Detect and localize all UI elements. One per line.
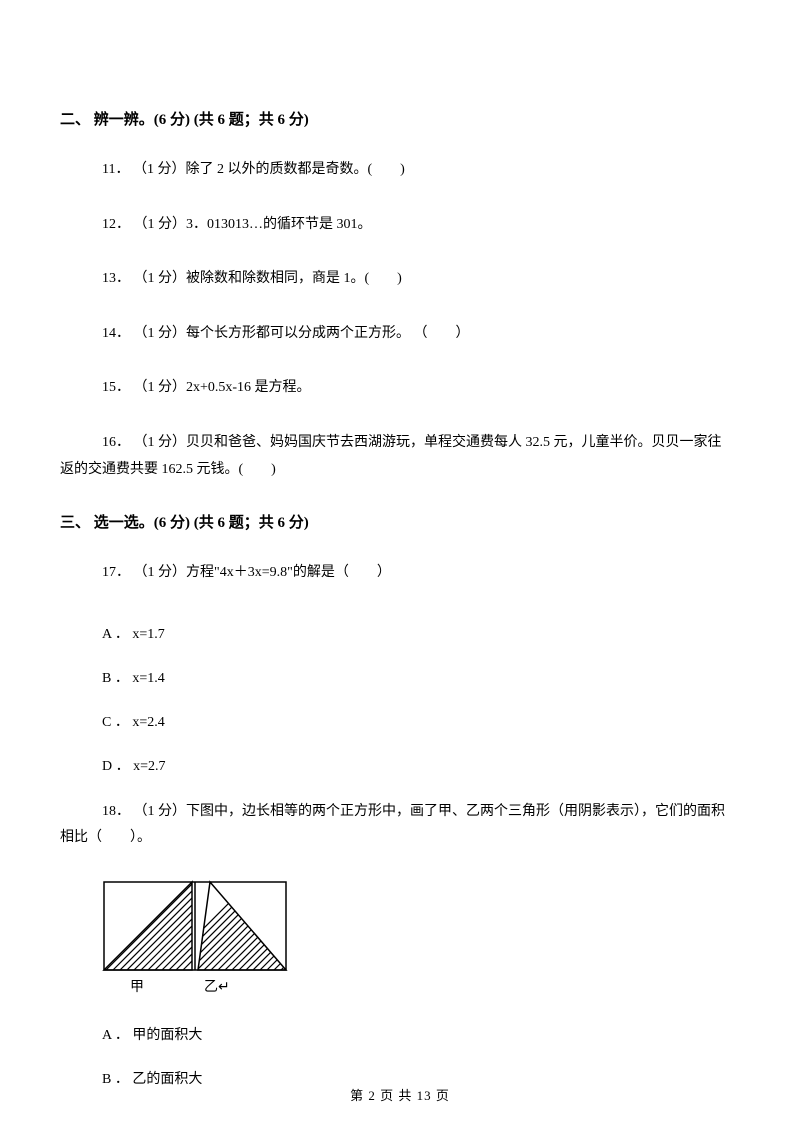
opt-label: A ． <box>102 1028 129 1043</box>
q18-figure: 甲 乙↵ <box>102 880 740 996</box>
section-3-title: 三、 选一选。(6 分) (共 6 题；共 6 分) <box>60 511 740 532</box>
q16-text-l1: 贝贝和爸爸、妈妈国庆节去西湖游玩，单程交通费每人 32.5 元，儿童半价。贝贝一… <box>186 435 722 450</box>
q18-text-l1: 下图中，边长相等的两个正方形中，画了甲、乙两个三角形（用阴影表示），它们的面积 <box>186 804 725 819</box>
opt-value: x=2.4 <box>132 715 164 730</box>
q15-text: 2x+0.5x-16 是方程。 <box>186 380 311 395</box>
figure-label-right: 乙↵ <box>204 976 230 996</box>
q18-num: 18 <box>102 804 116 819</box>
section-2-title: 二、 辨一辨。(6 分) (共 6 题；共 6 分) <box>60 108 740 129</box>
opt-label: B ． <box>102 671 129 686</box>
footer-total: 13 <box>417 1088 432 1103</box>
q14-text: 每个长方形都可以分成两个正方形。 （ ） <box>186 326 470 341</box>
q14-points: （1 分） <box>134 326 187 341</box>
q15-points: （1 分） <box>134 380 187 395</box>
figure-label-left: 甲 <box>130 976 144 996</box>
q11-points: （1 分） <box>133 162 186 177</box>
q16-text-l2: 返的交通费共要 162.5 元钱。( ) <box>60 457 740 484</box>
q17-option-d: D ． x=2.7 <box>60 755 740 775</box>
q13-num: 13 <box>102 271 116 286</box>
footer-mid: 页 共 <box>380 1088 412 1103</box>
q11-text: 除了 2 以外的质数都是奇数。( ) <box>185 162 404 177</box>
q13-points: （1 分） <box>134 271 187 286</box>
opt-label: A ． <box>102 627 129 642</box>
q18-option-a: A ． 甲的面积大 <box>60 1024 740 1044</box>
q13-text: 被除数和除数相同，商是 1。( ) <box>186 271 402 286</box>
q18-text-l2: 相比（ ）。 <box>60 825 740 852</box>
question-17: 17． （1 分）方程"4x＋3x=9.8"的解是（ ） <box>60 560 740 587</box>
question-12: 12． （1 分）3．013013…的循环节是 301。 <box>60 212 740 239</box>
q12-points: （1 分） <box>134 217 187 232</box>
question-11: 11． （1 分）除了 2 以外的质数都是奇数。( ) <box>60 157 740 184</box>
q12-num: 12 <box>102 217 116 232</box>
q15-num: 15 <box>102 380 116 395</box>
q17-option-a: A ． x=1.7 <box>60 623 740 643</box>
question-16: 16． （1 分）贝贝和爸爸、妈妈国庆节去西湖游玩，单程交通费每人 32.5 元… <box>60 430 740 483</box>
q17-num: 17 <box>102 565 116 580</box>
q17-options: A ． x=1.7 B ． x=1.4 C ． x=2.4 D ． x=2.7 <box>60 623 740 775</box>
q18-points: （1 分） <box>134 804 187 819</box>
opt-label: C ． <box>102 715 129 730</box>
question-13: 13． （1 分）被除数和除数相同，商是 1。( ) <box>60 266 740 293</box>
q16-points: （1 分） <box>134 435 187 450</box>
q17-option-b: B ． x=1.4 <box>60 667 740 687</box>
question-18: 18． （1 分）下图中，边长相等的两个正方形中，画了甲、乙两个三角形（用阴影表… <box>60 799 740 852</box>
q12-text: 3．013013…的循环节是 301。 <box>186 217 372 232</box>
page-footer: 第 2 页 共 13 页 <box>0 1085 800 1104</box>
opt-label: D ． <box>102 759 130 774</box>
opt-value: x=1.4 <box>132 671 164 686</box>
question-15: 15． （1 分）2x+0.5x-16 是方程。 <box>60 375 740 402</box>
q17-text: 方程"4x＋3x=9.8"的解是（ ） <box>186 565 391 580</box>
footer-suffix: 页 <box>436 1088 450 1103</box>
q11-num: 11 <box>102 162 115 177</box>
q16-num: 16 <box>102 435 116 450</box>
opt-value: 甲的面积大 <box>132 1028 202 1043</box>
q18-options: A ． 甲的面积大 B ． 乙的面积大 <box>60 1024 740 1088</box>
opt-value: x=2.7 <box>133 759 165 774</box>
q17-option-c: C ． x=2.4 <box>60 711 740 731</box>
footer-current: 2 <box>368 1088 376 1103</box>
opt-value: x=1.7 <box>132 627 164 642</box>
question-14: 14． （1 分）每个长方形都可以分成两个正方形。 （ ） <box>60 321 740 348</box>
q14-num: 14 <box>102 326 116 341</box>
footer-prefix: 第 <box>350 1088 364 1103</box>
q17-points: （1 分） <box>134 565 187 580</box>
